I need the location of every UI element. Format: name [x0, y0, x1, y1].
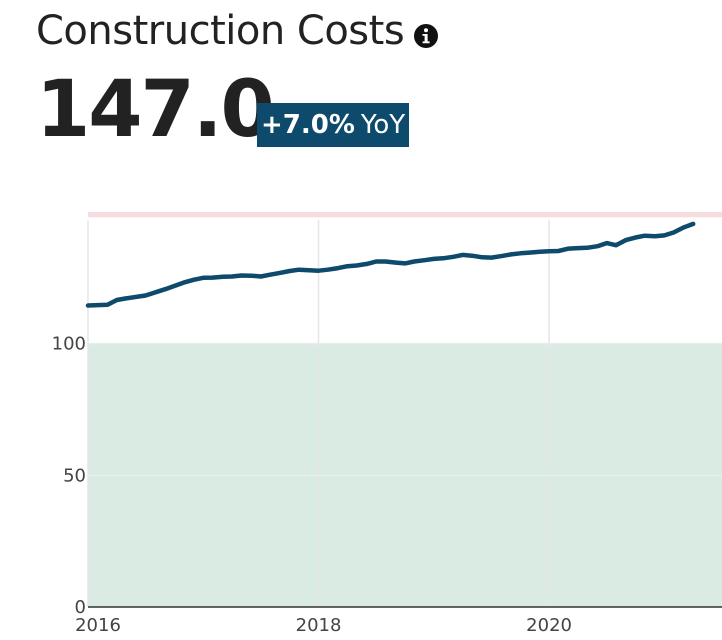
- yoy-unit: YoY: [360, 110, 406, 140]
- kpi-value: 147.0: [36, 65, 275, 155]
- title-row: Construction Costs: [36, 4, 439, 58]
- y-tick-label: 50: [63, 465, 86, 486]
- info-circle-icon[interactable]: [414, 24, 439, 48]
- yoy-badge: +7.0% YoY: [257, 103, 410, 147]
- x-tick-label: 2018: [296, 615, 342, 636]
- series-line-0: [85, 221, 696, 308]
- band-red: [88, 212, 722, 218]
- x-tick-label: 2020: [526, 615, 572, 636]
- chart-title: Construction Costs: [36, 8, 405, 54]
- kpi-row: 147.0: [36, 64, 275, 156]
- y-tick-label: 100: [52, 334, 86, 355]
- y-tick-label: 0: [75, 597, 86, 618]
- x-tick-label: 2016: [75, 615, 121, 636]
- yoy-change: +7.0%: [261, 110, 355, 140]
